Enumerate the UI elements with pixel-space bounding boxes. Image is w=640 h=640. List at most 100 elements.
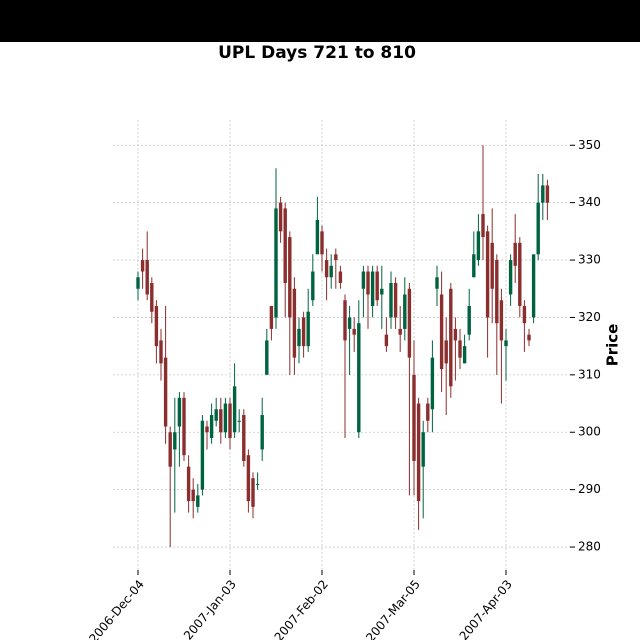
candle-body xyxy=(320,231,324,255)
candle-body xyxy=(150,283,154,312)
y-tick-label: 280 xyxy=(578,540,601,554)
x-tick-label: 2007-Feb-02 xyxy=(272,577,331,640)
y-tick-label: 290 xyxy=(578,482,601,496)
candle-body xyxy=(205,426,209,433)
candle-body xyxy=(352,328,356,335)
candle-body xyxy=(159,340,163,364)
candle-body xyxy=(140,260,145,272)
candle-body xyxy=(384,334,389,347)
candle-body xyxy=(403,294,407,329)
candle-body xyxy=(324,260,329,278)
candle-body xyxy=(444,340,448,364)
candle-body xyxy=(315,219,320,255)
candle-body xyxy=(347,317,352,329)
candle-body xyxy=(177,397,182,427)
candle-body xyxy=(163,357,168,427)
candle-body xyxy=(476,231,481,261)
candle-body xyxy=(219,409,223,433)
candle-body xyxy=(536,202,540,255)
candle-body xyxy=(361,271,366,289)
candle-body xyxy=(426,403,430,421)
candle-body xyxy=(265,340,269,375)
candle-body xyxy=(467,305,471,335)
candle-body xyxy=(343,300,347,341)
x-tick-label: 2006-Dec-04 xyxy=(86,577,147,640)
candle-body xyxy=(283,208,287,284)
y-axis-label: Price xyxy=(604,324,622,367)
candle-body xyxy=(306,311,310,347)
candle-body xyxy=(375,271,379,301)
candle-body xyxy=(541,185,545,203)
candle-body xyxy=(173,432,177,450)
candle-body xyxy=(136,277,140,289)
y-tick-label: 310 xyxy=(578,367,601,381)
candle-body xyxy=(545,185,550,203)
candle-body xyxy=(145,260,149,295)
candle-body xyxy=(182,397,186,456)
candle-body xyxy=(168,432,172,467)
candle-body xyxy=(522,305,527,324)
candle-body xyxy=(196,495,200,507)
candle-body xyxy=(518,242,522,306)
candle-body xyxy=(246,455,251,502)
candle-body xyxy=(329,265,333,278)
candle-body xyxy=(186,466,191,502)
y-tick-label: 330 xyxy=(578,253,601,267)
y-tick-label: 300 xyxy=(578,425,601,439)
candle-body xyxy=(458,340,462,358)
candle-body xyxy=(228,403,232,438)
y-tick-label: 320 xyxy=(578,310,601,324)
candle-body xyxy=(214,409,218,421)
candle-body xyxy=(393,283,398,318)
candle-body xyxy=(370,271,375,306)
candle-body xyxy=(311,271,315,301)
candle-body xyxy=(200,420,205,490)
candle-body xyxy=(430,357,435,410)
candle-body xyxy=(338,271,343,284)
candle-body xyxy=(416,403,421,502)
candle-body xyxy=(407,288,412,358)
candle-body xyxy=(449,288,453,387)
candle-body xyxy=(439,294,444,370)
candle-body xyxy=(490,242,494,289)
candle-body xyxy=(237,420,241,422)
candle-body xyxy=(421,432,425,467)
candle-body xyxy=(366,271,370,295)
candle-body xyxy=(453,328,458,341)
candle-body xyxy=(499,300,504,341)
candle-body xyxy=(255,483,260,485)
candle-body xyxy=(472,254,476,278)
candle-body xyxy=(209,415,214,438)
candle-body xyxy=(398,328,402,335)
candle-body xyxy=(191,489,195,502)
candle-body xyxy=(412,374,416,461)
candle-body xyxy=(334,254,338,261)
candle-body xyxy=(269,305,274,329)
top-bar xyxy=(0,0,640,42)
candle-body xyxy=(232,386,237,433)
candle-body xyxy=(527,334,531,341)
candle-body xyxy=(435,277,439,289)
y-tick-label: 350 xyxy=(578,138,601,152)
x-tick-label: 2007-Mar-05 xyxy=(363,577,423,640)
candle-body xyxy=(531,254,536,318)
candle-body xyxy=(495,260,499,324)
candle-body xyxy=(154,305,159,347)
x-tick-label: 2007-Jan-03 xyxy=(181,577,239,640)
candle-body xyxy=(301,317,306,347)
candle-body xyxy=(251,478,255,507)
candle-body xyxy=(504,340,508,347)
candle-body xyxy=(242,415,246,461)
candle-body xyxy=(274,208,278,318)
candle-body xyxy=(260,415,264,450)
candle-body xyxy=(513,242,517,266)
chart-title: UPL Days 721 to 810 xyxy=(218,43,416,63)
candle-body xyxy=(223,403,228,433)
candle-body xyxy=(278,202,283,232)
candle-body xyxy=(485,231,490,318)
candle-body xyxy=(292,288,297,358)
y-tick-label: 340 xyxy=(578,195,601,209)
candle-body xyxy=(462,346,467,364)
candle-body xyxy=(508,260,513,295)
